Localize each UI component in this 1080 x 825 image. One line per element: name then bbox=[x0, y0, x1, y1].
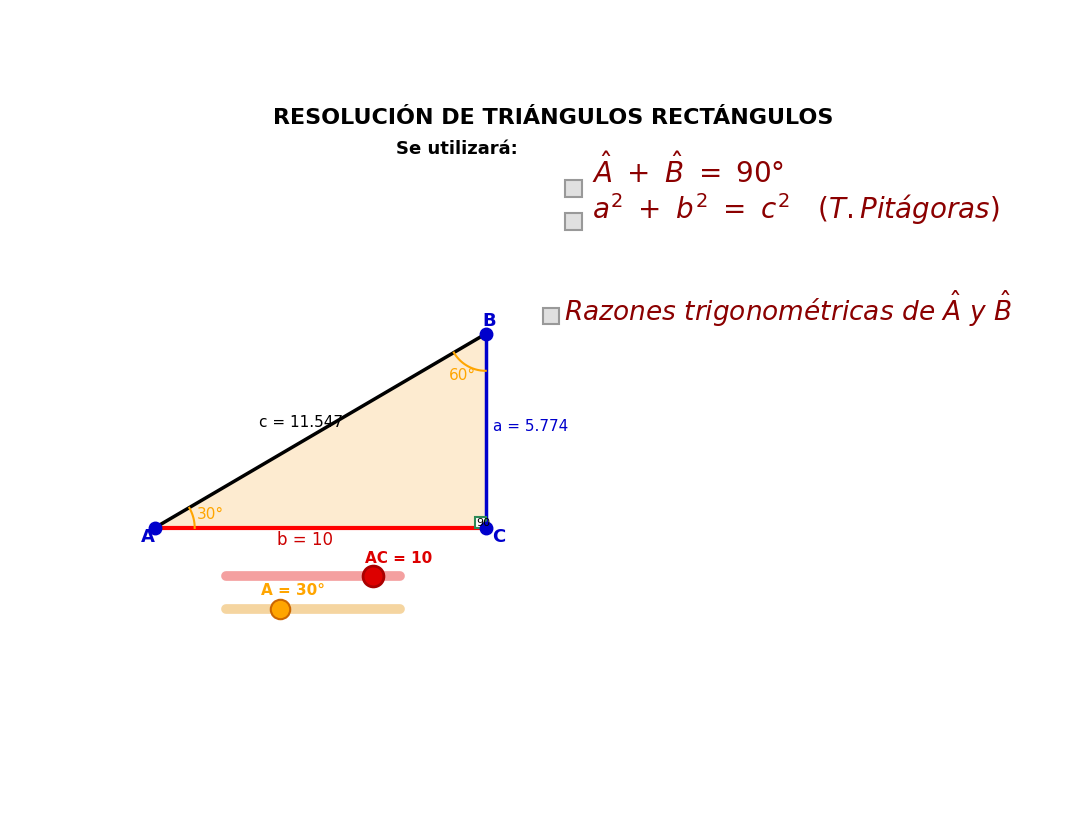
FancyBboxPatch shape bbox=[565, 213, 582, 230]
Text: 90: 90 bbox=[476, 517, 490, 527]
Text: 30°: 30° bbox=[197, 507, 225, 521]
Text: B: B bbox=[482, 312, 496, 330]
Polygon shape bbox=[154, 508, 194, 528]
Text: $\hat{A}\ +\ \hat{B}\ =\ 90°$: $\hat{A}\ +\ \hat{B}\ =\ 90°$ bbox=[592, 153, 784, 189]
Text: A = 30°: A = 30° bbox=[261, 583, 325, 598]
FancyBboxPatch shape bbox=[565, 180, 582, 197]
Polygon shape bbox=[475, 517, 486, 528]
Text: a = 5.774: a = 5.774 bbox=[494, 419, 569, 434]
FancyBboxPatch shape bbox=[543, 309, 558, 324]
Text: $a^2\ +\ b^2\ =\ c^2\ \ \ (T.Pitágoras)$: $a^2\ +\ b^2\ =\ c^2\ \ \ (T.Pitágoras)$ bbox=[592, 191, 999, 227]
Polygon shape bbox=[154, 334, 486, 528]
Text: Se utilizará:: Se utilizará: bbox=[396, 140, 518, 158]
Text: C: C bbox=[491, 528, 505, 546]
Text: $Razones\ trigonométricas\ de\ \hat{A}\ y\ \hat{B}$: $Razones\ trigonométricas\ de\ \hat{A}\ … bbox=[564, 288, 1012, 328]
Text: 60°: 60° bbox=[449, 368, 476, 383]
Polygon shape bbox=[454, 334, 486, 370]
Text: RESOLUCIÓN DE TRIÁNGULOS RECTÁNGULOS: RESOLUCIÓN DE TRIÁNGULOS RECTÁNGULOS bbox=[273, 108, 834, 128]
Text: c = 11.547: c = 11.547 bbox=[258, 415, 342, 430]
Text: A: A bbox=[140, 528, 154, 546]
Text: AC = 10: AC = 10 bbox=[365, 550, 432, 566]
Text: b = 10: b = 10 bbox=[276, 530, 333, 549]
